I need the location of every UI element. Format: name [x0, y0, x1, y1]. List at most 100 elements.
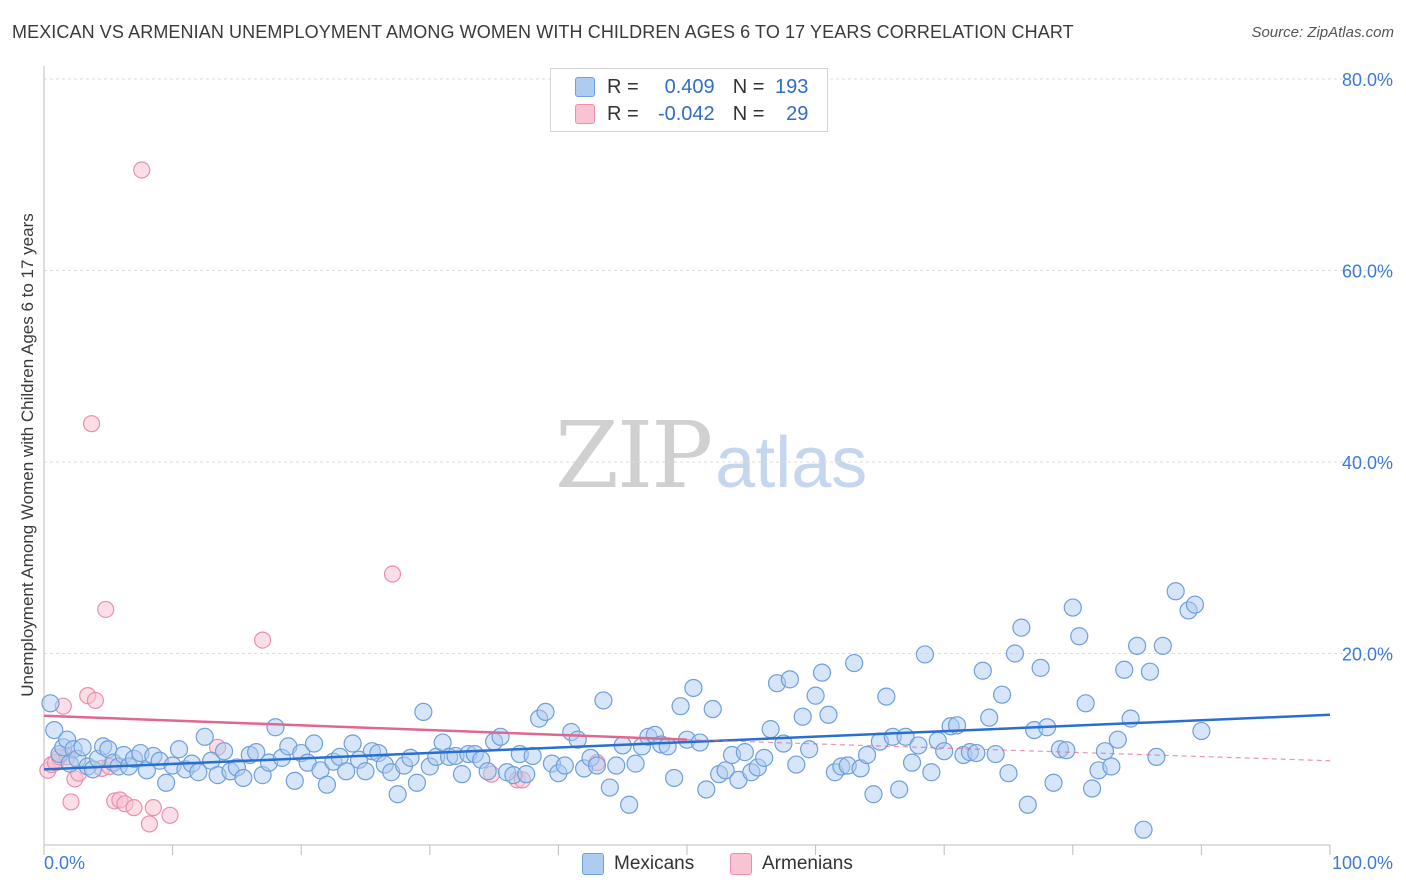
correlation-legend: R = 0.409 N = 193 R = -0.042 N = 29	[550, 68, 828, 132]
legend-item-mexicans[interactable]: Mexicans	[582, 851, 694, 877]
mexicans-point	[343, 734, 362, 753]
mexicans-point	[1134, 820, 1153, 839]
mexicans-point	[600, 778, 619, 797]
mexicans-n-value: 193	[775, 75, 809, 98]
mexicans-point	[1192, 721, 1211, 741]
mexicans-point	[787, 755, 806, 774]
mexicans-point	[41, 694, 60, 713]
mexicans-point	[1140, 662, 1160, 681]
mexicans-trend-line	[43, 713, 1331, 771]
mexicans-point	[877, 687, 896, 706]
mexicans-points	[41, 582, 1211, 839]
mexicans-point	[999, 764, 1018, 783]
mexicans-point	[337, 762, 356, 781]
mexicans-point	[169, 740, 189, 759]
mexicans-point	[812, 663, 832, 682]
mexicans-point	[195, 727, 214, 746]
x-tick-label: 0.0%	[44, 853, 85, 873]
armenians-point	[144, 799, 162, 817]
mexicans-point	[1018, 795, 1037, 814]
armenians-n-value: 29	[786, 102, 809, 125]
mexicans-point	[735, 743, 754, 762]
armenians-point	[82, 415, 101, 433]
watermark-atlas: atlas	[715, 423, 868, 503]
y-tick-label: 40.0%	[1342, 453, 1393, 473]
armenians-trend-line	[43, 714, 688, 741]
n-label: N =	[732, 75, 765, 98]
mexicans-point	[890, 780, 909, 799]
r-label: R =	[607, 102, 639, 125]
mexicans-point	[285, 771, 304, 790]
mexicans-point	[555, 756, 574, 775]
mexicans-point	[761, 720, 780, 739]
mexicans-swatch	[582, 853, 604, 875]
mexicans-point	[317, 775, 337, 794]
tick-labels: 20.0% 40.0% 60.0% 80.0% 0.0% 100.0%	[44, 70, 1393, 873]
mexicans-point	[414, 702, 433, 722]
mexicans-swatch	[575, 77, 595, 97]
mexicans-point	[915, 645, 935, 664]
mexicans-point	[1115, 660, 1134, 679]
mexicans-point	[780, 670, 799, 689]
mexicans-point	[1127, 636, 1147, 655]
source-label: Source: ZipAtlas.com	[1251, 24, 1394, 41]
mexicans-point	[980, 708, 999, 727]
y-tick-label: 20.0%	[1342, 645, 1393, 665]
armenians-swatch	[730, 853, 752, 875]
mexicans-point	[401, 748, 420, 767]
armenians-points	[39, 161, 606, 833]
mexicans-point	[1108, 730, 1127, 749]
armenians-point	[62, 793, 80, 811]
mexicans-point	[1076, 694, 1095, 713]
legend-item-armenians[interactable]: Armenians	[730, 851, 853, 877]
mexicans-legend-label: Mexicans	[614, 853, 695, 874]
mexicans-point	[536, 702, 555, 722]
mexicans-point	[1102, 757, 1121, 776]
armenians-point	[86, 691, 105, 710]
mexicans-point	[594, 691, 613, 710]
y-tick-label: 80.0%	[1342, 70, 1393, 90]
mexicans-point	[806, 686, 825, 705]
mexicans-point	[1153, 636, 1172, 655]
mexicans-point	[703, 699, 722, 719]
armenians-point	[133, 161, 151, 179]
mexicans-point	[587, 756, 607, 775]
mexicans-point	[909, 736, 928, 755]
mexicans-point	[922, 763, 941, 782]
mexicans-point	[902, 753, 922, 772]
n-label: N =	[732, 102, 765, 125]
mexicans-point	[1147, 747, 1166, 767]
armenians-point	[383, 565, 402, 583]
mexicans-point	[157, 773, 176, 792]
mexicans-point	[845, 653, 864, 673]
mexicans-point	[266, 718, 285, 737]
armenians-swatch	[575, 104, 595, 124]
mexicans-point	[671, 697, 690, 716]
chart-title: MEXICAN VS ARMENIAN UNEMPLOYMENT AMONG W…	[12, 22, 1074, 42]
grid	[44, 78, 1394, 654]
armenians-legend-label: Armenians	[762, 853, 853, 874]
mexicans-point	[478, 762, 497, 781]
mexicans-point	[1070, 627, 1089, 646]
legend-row-mexicans: R = 0.409 N = 193	[575, 75, 808, 99]
mexicans-point	[665, 768, 684, 788]
mexicans-point	[819, 705, 838, 724]
axes	[43, 66, 1331, 855]
mexicans-point	[1185, 595, 1205, 614]
legend-row-armenians: R = -0.042 N = 29	[575, 102, 808, 126]
mexicans-point	[388, 785, 407, 804]
mexicans-point	[304, 734, 324, 753]
mexicans-point	[234, 768, 253, 788]
trend-lines	[43, 713, 1331, 771]
mexicans-point	[973, 661, 992, 680]
mexicans-point	[684, 678, 703, 698]
mexicans-point	[356, 762, 375, 781]
mexicans-point	[607, 756, 626, 775]
mexicans-point	[992, 685, 1012, 704]
armenians-point	[254, 631, 272, 649]
armenians-point	[97, 600, 115, 619]
mexicans-point	[793, 707, 812, 726]
armenians-point	[161, 806, 179, 824]
y-tick-label: 60.0%	[1342, 262, 1393, 282]
